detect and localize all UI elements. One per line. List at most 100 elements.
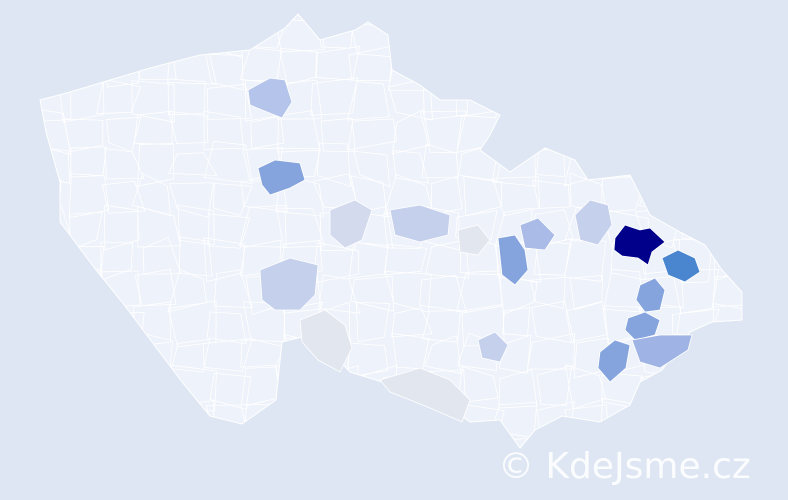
highlighted-district[interactable] — [379, 367, 471, 423]
district[interactable] — [384, 271, 432, 313]
district[interactable] — [206, 83, 252, 120]
district[interactable] — [677, 367, 719, 409]
district[interactable] — [205, 53, 244, 91]
district[interactable] — [178, 236, 213, 277]
district[interactable] — [247, 438, 282, 468]
district[interactable] — [100, 367, 145, 409]
district[interactable] — [707, 367, 753, 410]
district[interactable] — [498, 273, 538, 315]
district[interactable] — [424, 335, 462, 374]
district[interactable] — [747, 81, 788, 122]
district[interactable] — [213, 269, 253, 309]
district[interactable] — [25, 144, 71, 184]
district[interactable] — [426, 47, 458, 91]
district[interactable] — [278, 434, 325, 474]
district[interactable] — [177, 204, 215, 246]
district[interactable] — [347, 118, 398, 151]
district[interactable] — [607, 110, 650, 143]
district[interactable] — [749, 399, 788, 440]
highlighted-district[interactable] — [477, 331, 509, 363]
district[interactable] — [709, 16, 750, 59]
district[interactable] — [743, 149, 788, 186]
district[interactable] — [209, 372, 252, 410]
district[interactable] — [316, 142, 352, 188]
district[interactable] — [709, 140, 757, 187]
district[interactable] — [673, 179, 715, 219]
district[interactable] — [318, 274, 361, 314]
district[interactable] — [346, 81, 390, 121]
district[interactable] — [280, 404, 322, 439]
district[interactable] — [24, 15, 66, 58]
district[interactable] — [716, 175, 757, 212]
district[interactable] — [677, 152, 720, 186]
district[interactable] — [96, 78, 142, 114]
district[interactable] — [494, 52, 542, 86]
district[interactable] — [637, 399, 677, 443]
highlighted-district[interactable] — [257, 159, 306, 196]
district[interactable] — [390, 13, 424, 56]
district[interactable] — [419, 17, 464, 60]
district[interactable] — [707, 335, 757, 377]
district[interactable] — [526, 333, 576, 370]
district[interactable] — [100, 241, 134, 281]
district[interactable] — [64, 268, 110, 309]
district[interactable] — [421, 143, 459, 179]
district[interactable] — [529, 86, 573, 116]
district[interactable] — [490, 14, 538, 58]
district[interactable] — [212, 182, 253, 216]
highlighted-district[interactable] — [497, 234, 529, 286]
district[interactable] — [250, 115, 285, 149]
district[interactable] — [455, 209, 498, 241]
district[interactable] — [168, 15, 212, 57]
district[interactable] — [131, 80, 175, 123]
district[interactable] — [65, 18, 105, 49]
highlighted-district[interactable] — [247, 77, 293, 119]
district[interactable] — [207, 213, 251, 249]
district[interactable] — [137, 396, 177, 442]
district[interactable] — [672, 80, 720, 115]
district[interactable] — [418, 437, 463, 467]
district[interactable] — [30, 336, 64, 377]
district[interactable] — [743, 114, 788, 149]
district[interactable] — [102, 180, 146, 214]
district[interactable] — [671, 114, 719, 152]
district[interactable] — [677, 46, 715, 85]
highlighted-district[interactable] — [613, 224, 666, 266]
district[interactable] — [639, 18, 678, 59]
highlighted-district[interactable] — [635, 277, 666, 313]
district[interactable] — [103, 14, 140, 60]
district[interactable] — [28, 401, 74, 436]
district[interactable] — [134, 268, 177, 307]
district[interactable] — [562, 76, 610, 112]
district[interactable] — [706, 204, 755, 242]
district[interactable] — [752, 46, 785, 89]
district[interactable] — [240, 339, 289, 368]
district[interactable] — [168, 182, 215, 218]
district[interactable] — [64, 304, 101, 345]
district[interactable] — [744, 246, 788, 282]
district[interactable] — [391, 306, 433, 338]
district[interactable] — [350, 275, 395, 312]
district[interactable] — [529, 277, 566, 310]
district[interactable] — [565, 14, 604, 51]
district[interactable] — [348, 242, 389, 279]
district[interactable] — [672, 406, 721, 440]
district[interactable] — [348, 399, 388, 439]
district[interactable] — [709, 121, 753, 155]
district[interactable] — [458, 46, 505, 88]
district[interactable] — [536, 365, 573, 406]
district[interactable] — [132, 15, 181, 54]
district[interactable] — [170, 338, 211, 373]
district[interactable] — [604, 13, 645, 47]
district[interactable] — [104, 343, 143, 378]
district[interactable] — [132, 372, 178, 403]
district[interactable] — [348, 44, 396, 82]
district[interactable] — [638, 83, 673, 120]
district[interactable] — [316, 400, 355, 437]
district[interactable] — [27, 240, 70, 276]
district[interactable] — [64, 429, 109, 468]
district[interactable] — [747, 269, 788, 314]
district[interactable] — [571, 46, 605, 91]
district[interactable] — [276, 207, 326, 248]
district[interactable] — [67, 404, 101, 443]
